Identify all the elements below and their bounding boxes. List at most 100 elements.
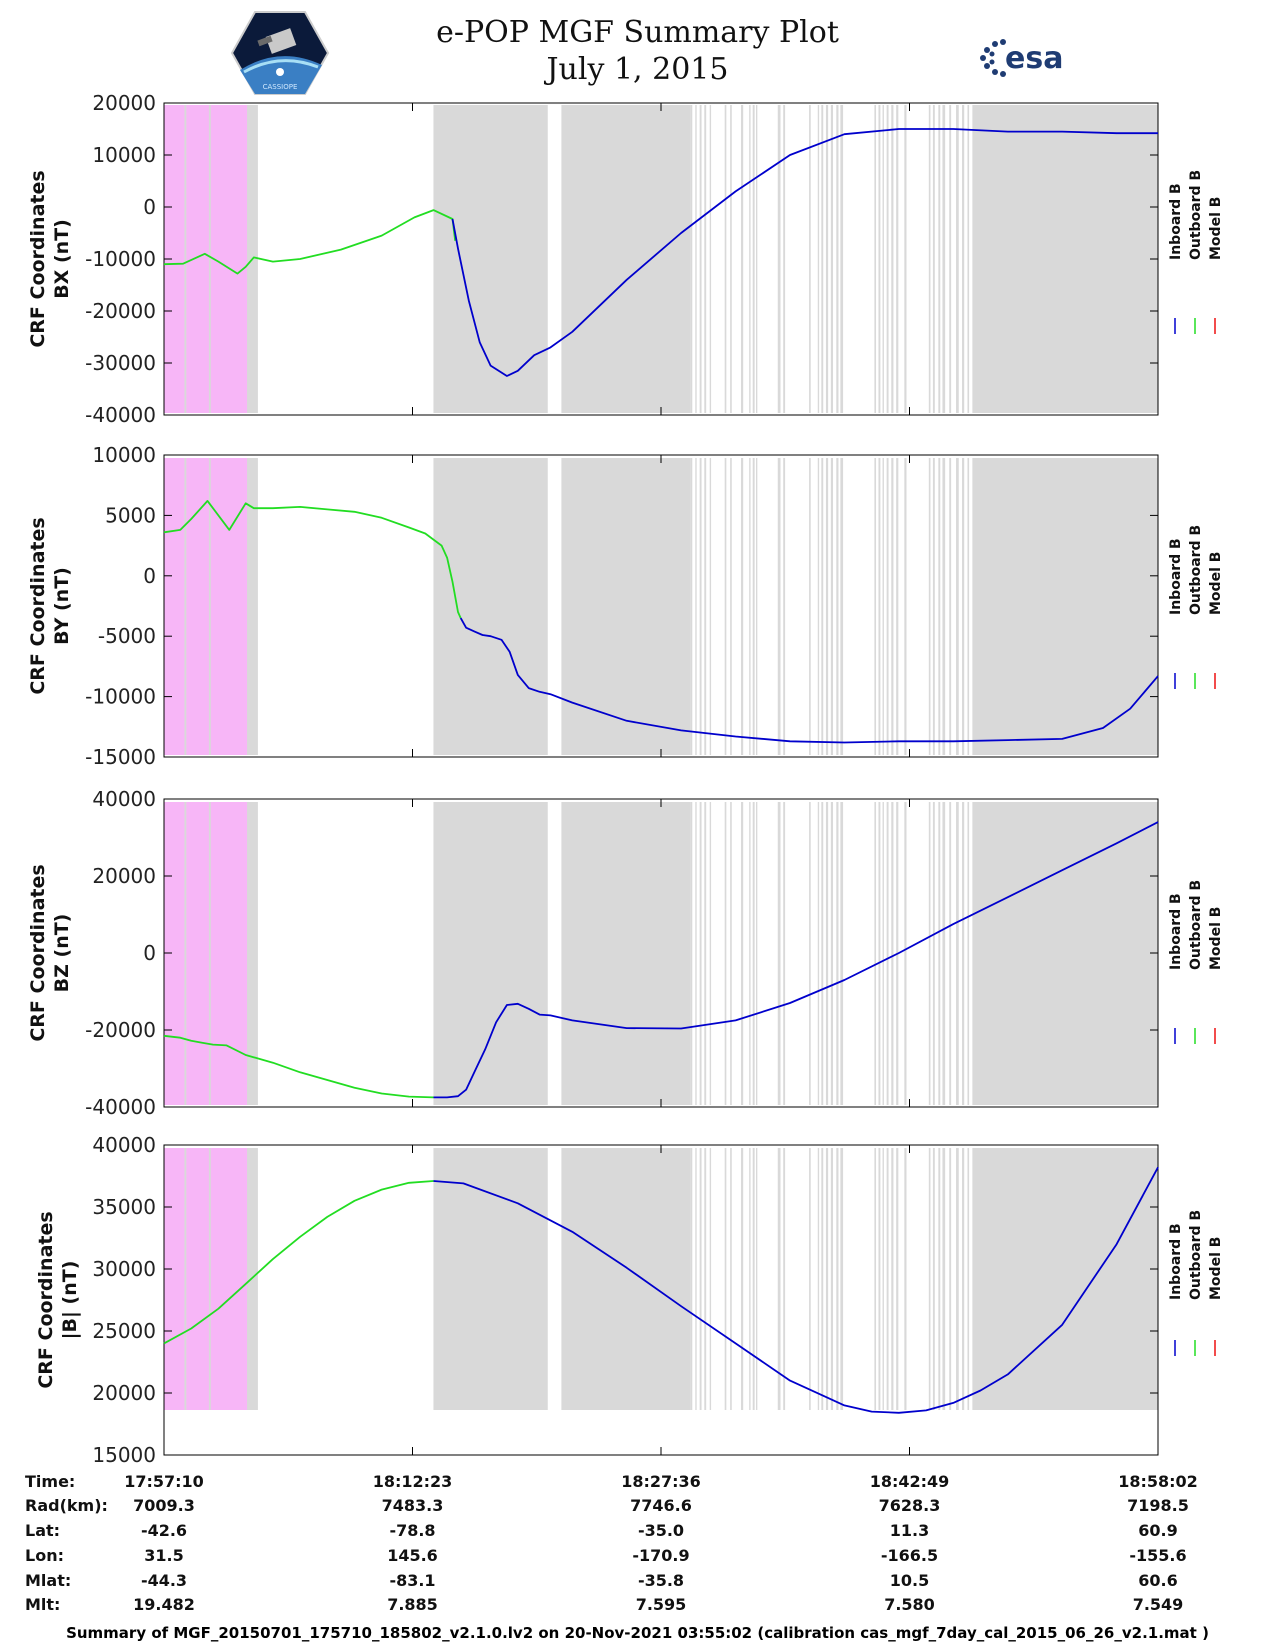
gap-band (874, 1148, 877, 1410)
gap-band (783, 458, 786, 755)
gap-band (830, 458, 834, 755)
gap-band (956, 458, 959, 755)
gap-band (904, 105, 907, 413)
gap-band (891, 458, 894, 755)
orbit-cell: 60.9 (1138, 1521, 1177, 1540)
series-line-inboard-b (433, 821, 1159, 1099)
gap-band (821, 802, 824, 1105)
gap-band (433, 458, 548, 755)
orbit-cell: -170.9 (632, 1546, 689, 1565)
y-tick-label: 25000 (92, 1319, 156, 1343)
orbit-cell: 145.6 (387, 1546, 438, 1565)
series-line-outboard-b (163, 499, 462, 619)
y-tick-label: -40000 (85, 1095, 156, 1119)
gap-band (709, 802, 712, 1105)
gap-band (840, 802, 844, 1105)
y-tick-label: 10000 (92, 443, 156, 467)
gap-band (932, 105, 935, 413)
y-tick-label: -10000 (85, 685, 156, 709)
gap-band (882, 802, 884, 1105)
y-tick-label: -40000 (85, 403, 156, 427)
gap-band (730, 105, 732, 413)
pink-band (164, 802, 185, 1105)
gap-band (730, 802, 732, 1105)
orbit-cell: 7.885 (387, 1595, 438, 1614)
gap-band (749, 802, 751, 1105)
gap-band (938, 802, 941, 1105)
orbit-cell: 7483.3 (382, 1496, 444, 1515)
y-tick-label: 40000 (92, 787, 156, 811)
gap-band (942, 458, 946, 755)
legend: Inboard B Outboard B Model B (1168, 880, 1224, 1044)
gap-band (752, 105, 755, 413)
orbit-cell: -44.3 (141, 1571, 187, 1590)
gap-band (695, 105, 697, 413)
orbit-cell: 18:58:02 (1118, 1472, 1198, 1491)
gap-band (730, 458, 732, 755)
y-axis-label-line: CRF Coordinates (27, 170, 49, 347)
orbit-cell: -42.6 (141, 1521, 187, 1540)
pink-band (186, 802, 209, 1105)
gap-band (561, 105, 691, 413)
pink-band (164, 458, 185, 755)
gap-band (777, 458, 781, 755)
gap-band (830, 1148, 834, 1410)
y-tick-label: 35000 (92, 1195, 156, 1219)
gap-band (825, 802, 829, 1105)
gap-band (962, 1148, 965, 1410)
orbit-row-label: Rad(km): (25, 1496, 108, 1515)
gap-band (830, 802, 834, 1105)
y-axis-label-line: CRF Coordinates (27, 517, 49, 694)
panel-4: 40000 35000 30000 25000 20000 15000 CRF Coordi… (35, 1133, 1224, 1467)
gap-band (967, 1148, 970, 1410)
series-line-outboard-b (163, 209, 457, 275)
gap-band (777, 105, 781, 413)
gap-band (704, 105, 707, 413)
gap-band (932, 802, 935, 1105)
gap-band (709, 1148, 712, 1410)
gap-band (699, 802, 702, 1105)
gap-band (932, 458, 935, 755)
orbit-cell: 7198.5 (1127, 1496, 1189, 1515)
gap-band (704, 1148, 707, 1410)
series-line-inboard-b (451, 128, 1158, 377)
gap-band (809, 458, 811, 755)
gap-band (878, 802, 881, 1105)
gap-band (949, 105, 952, 413)
legend: Inboard B Outboard B Model B (1168, 170, 1224, 334)
orbit-cell: 31.5 (144, 1546, 183, 1565)
y-axis-label: CRF Coordinates |B| (nT) (35, 1211, 81, 1388)
gap-band (741, 458, 744, 755)
legend-label: Model B (1208, 197, 1224, 260)
gap-band (817, 105, 820, 413)
pink-band (186, 458, 209, 755)
gap-band (755, 802, 758, 1105)
gap-band (724, 1148, 727, 1410)
y-axis-label-line: CRF Coordinates (27, 864, 49, 1041)
y-tick-label: 0 (143, 564, 156, 588)
y-axis-label-line: BZ (nT) (51, 914, 73, 993)
gap-band (949, 458, 952, 755)
y-tick-label: 0 (143, 941, 156, 965)
pink-band (210, 802, 248, 1105)
gap-band (886, 1148, 889, 1410)
gap-band (749, 458, 751, 755)
gap-band (825, 105, 829, 413)
gap-band (928, 1148, 931, 1410)
gap-band (724, 458, 727, 755)
date-text: July 1, 2015 (546, 52, 729, 87)
gap-band (972, 1148, 1158, 1410)
gap-band (896, 458, 899, 755)
gap-band (777, 1148, 781, 1410)
pink-band (210, 105, 248, 413)
gap-band (878, 105, 881, 413)
gap-band (749, 1148, 751, 1410)
orbit-table: Time: Rad(km): Lat: Lon: Mlat: Mlt: 17:57:10 70… (25, 1472, 1198, 1614)
gap-band (730, 1148, 732, 1410)
gap-band (928, 105, 931, 413)
y-axis-label-line: |B| (nT) (59, 1261, 81, 1340)
gap-band (886, 458, 889, 755)
title-text: e-POP MGF Summary Plot (436, 15, 839, 50)
gap-band (896, 1148, 899, 1410)
y-tick-label: 5000 (105, 503, 156, 527)
